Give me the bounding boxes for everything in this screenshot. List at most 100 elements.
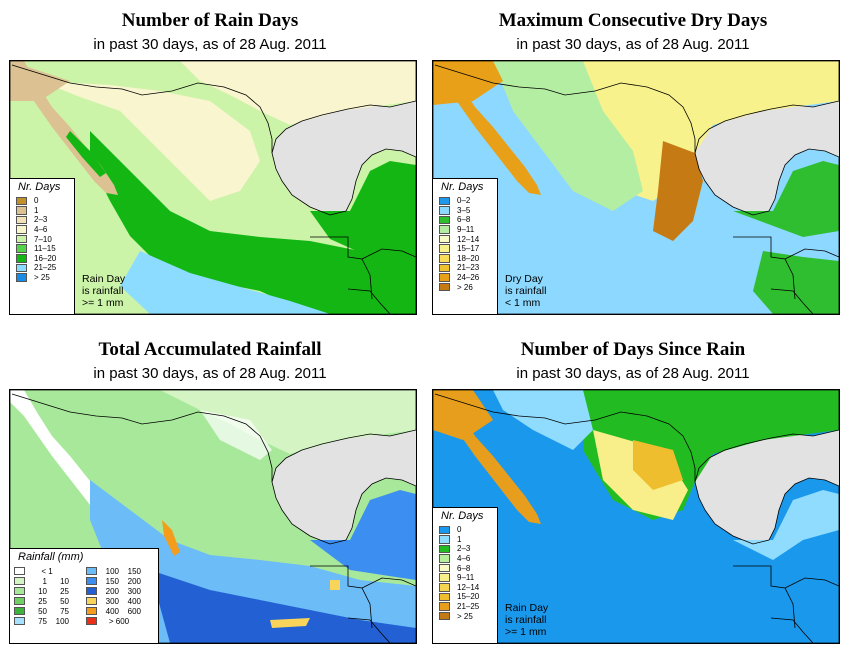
legend-label: 24–26 [457,273,480,283]
legend-label: 7–10 [34,234,52,244]
legend-range-high: 150 [127,566,141,576]
legend-entry: > 26 [433,282,497,292]
legend-swatch [16,234,27,244]
legend-label: 9–11 [457,225,475,235]
legend-range-low: 10 [38,586,47,596]
legend-entry: 150 200 [82,576,154,586]
legend-entry: 18–20 [433,254,497,264]
legend-range: < 1 [41,566,53,576]
legend-entry: 1 [10,206,74,216]
legend-label: 15–20 [457,592,480,602]
panel-total-rainfall: Total Accumulated Rainfall in past 30 da… [0,329,420,658]
legend-entry: 0 [10,196,74,206]
legend-entry: 24–26 [433,273,497,283]
legend-entry: 3–5 [433,206,497,216]
legend-swatch [86,616,97,626]
legend-range-low: 300 [105,596,119,606]
legend-entry: 6–8 [433,215,497,225]
legend-range-high: 50 [60,596,69,606]
legend-range-high: 400 [127,596,141,606]
legend-swatch [439,196,450,206]
legend-swatch [439,573,450,583]
legend-entry: 6–8 [433,563,497,573]
legend-swatch [439,234,450,244]
legend-label: > 26 [457,282,473,292]
legend-swatch [14,576,25,586]
legend-swatch [439,554,450,563]
legend-range-high: 75 [60,606,69,616]
legend-swatch [86,566,97,576]
legend-entry: 200 300 [82,586,154,596]
map-max-dry-days: Nr. Days 0–2 3–5 6–8 9–11 12–14 15–17 18–20 21–… [432,60,840,315]
map-days-since-rain: Nr. Days 0 1 2–3 4–6 6–8 9–11 12–14 15–20 21–25 >… [432,389,840,644]
legend-title: Rainfall (mm) [18,551,84,563]
map-note: Dry Day is rainfall < 1 mm [505,273,546,309]
legend-entry: 1 [433,535,497,545]
note-line: Rain Day [505,602,549,614]
legend-swatch [16,273,27,282]
legend-label: 21–25 [34,263,57,273]
legend-entry: 0 [433,525,497,535]
legend-swatch [16,263,27,273]
legend-label: 11–15 [34,244,56,254]
legend-label: 0 [457,525,462,535]
map-note: Rain Day is rainfall >= 1 mm [505,602,548,638]
legend-entry: 10 25 [10,586,82,596]
legend-entry: > 25 [10,273,74,283]
legend-range-low: 50 [38,606,47,616]
note-line: is rainfall [82,285,124,297]
legend-entry: < 1 [10,566,82,576]
legend-range-high: 200 [127,576,141,586]
panel-title: Number of Rain Days [121,10,299,31]
legend-entry: 11–15 [10,244,74,254]
legend-swatch [439,611,450,621]
legend-label: 0 [34,196,39,206]
legend-title: Nr. Days [441,510,484,522]
legend-entry: 0–2 [433,196,497,206]
legend-swatch [16,215,27,225]
note-line: is rainfall [505,285,547,297]
legend-entry: > 600 [82,616,154,626]
legend-swatch [439,215,450,225]
legend-swatch [439,273,450,282]
legend: Nr. Days 0 1 2–3 4–6 6–8 9–11 12–14 15–20 21–25 >… [433,507,498,643]
legend-range-low: 75 [38,616,47,626]
legend-entry: 21–25 [433,602,497,612]
panel-max-dry-days: Maximum Consecutive Dry Days in past 30 … [423,0,843,329]
legend-label: 12–14 [457,582,480,592]
legend: Rainfall (mm) < 1 1 10 10 25 25 50 50 75 75 100 10… [10,548,159,643]
panel-subtitle: in past 30 days, as of 28 Aug. 2011 [516,36,750,53]
legend-label: 4–6 [34,225,48,235]
legend-entry: 4–6 [10,225,74,235]
legend-entry: 12–14 [433,234,497,244]
legend-swatch [14,616,25,626]
legend-label: 1 [457,534,462,544]
legend-entry: 16–20 [10,254,74,264]
note-line: Dry Day [505,273,543,285]
legend-entry: 2–3 [433,544,497,554]
legend-swatch [14,566,25,576]
panel-subtitle: in past 30 days, as of 28 Aug. 2011 [93,36,327,53]
legend-swatch [439,263,450,273]
legend-entry: 100 150 [82,566,154,576]
legend-title: Nr. Days [18,181,61,193]
note-line: >= 1 mm [505,626,547,638]
legend-entry: 75 100 [10,616,82,626]
legend-title: Nr. Days [441,181,484,193]
legend-range: > 600 [108,616,130,626]
legend-swatch [16,196,27,206]
legend-entry: 50 75 [10,606,82,616]
legend-swatch [86,576,97,586]
legend-label: 6–8 [457,215,471,225]
legend-range-low: 25 [38,596,47,606]
legend-label: 6–8 [457,563,471,573]
legend-swatch [14,606,25,616]
legend-swatch [439,225,450,234]
legend-swatch [439,525,450,535]
panel-days-since-rain: Number of Days Since Rain in past 30 day… [423,329,843,658]
legend-swatch [439,282,450,292]
legend-swatch [16,244,27,254]
legend-label: 1 [34,205,39,215]
legend-label: 2–3 [457,544,471,554]
legend-range-low: 400 [105,606,119,616]
